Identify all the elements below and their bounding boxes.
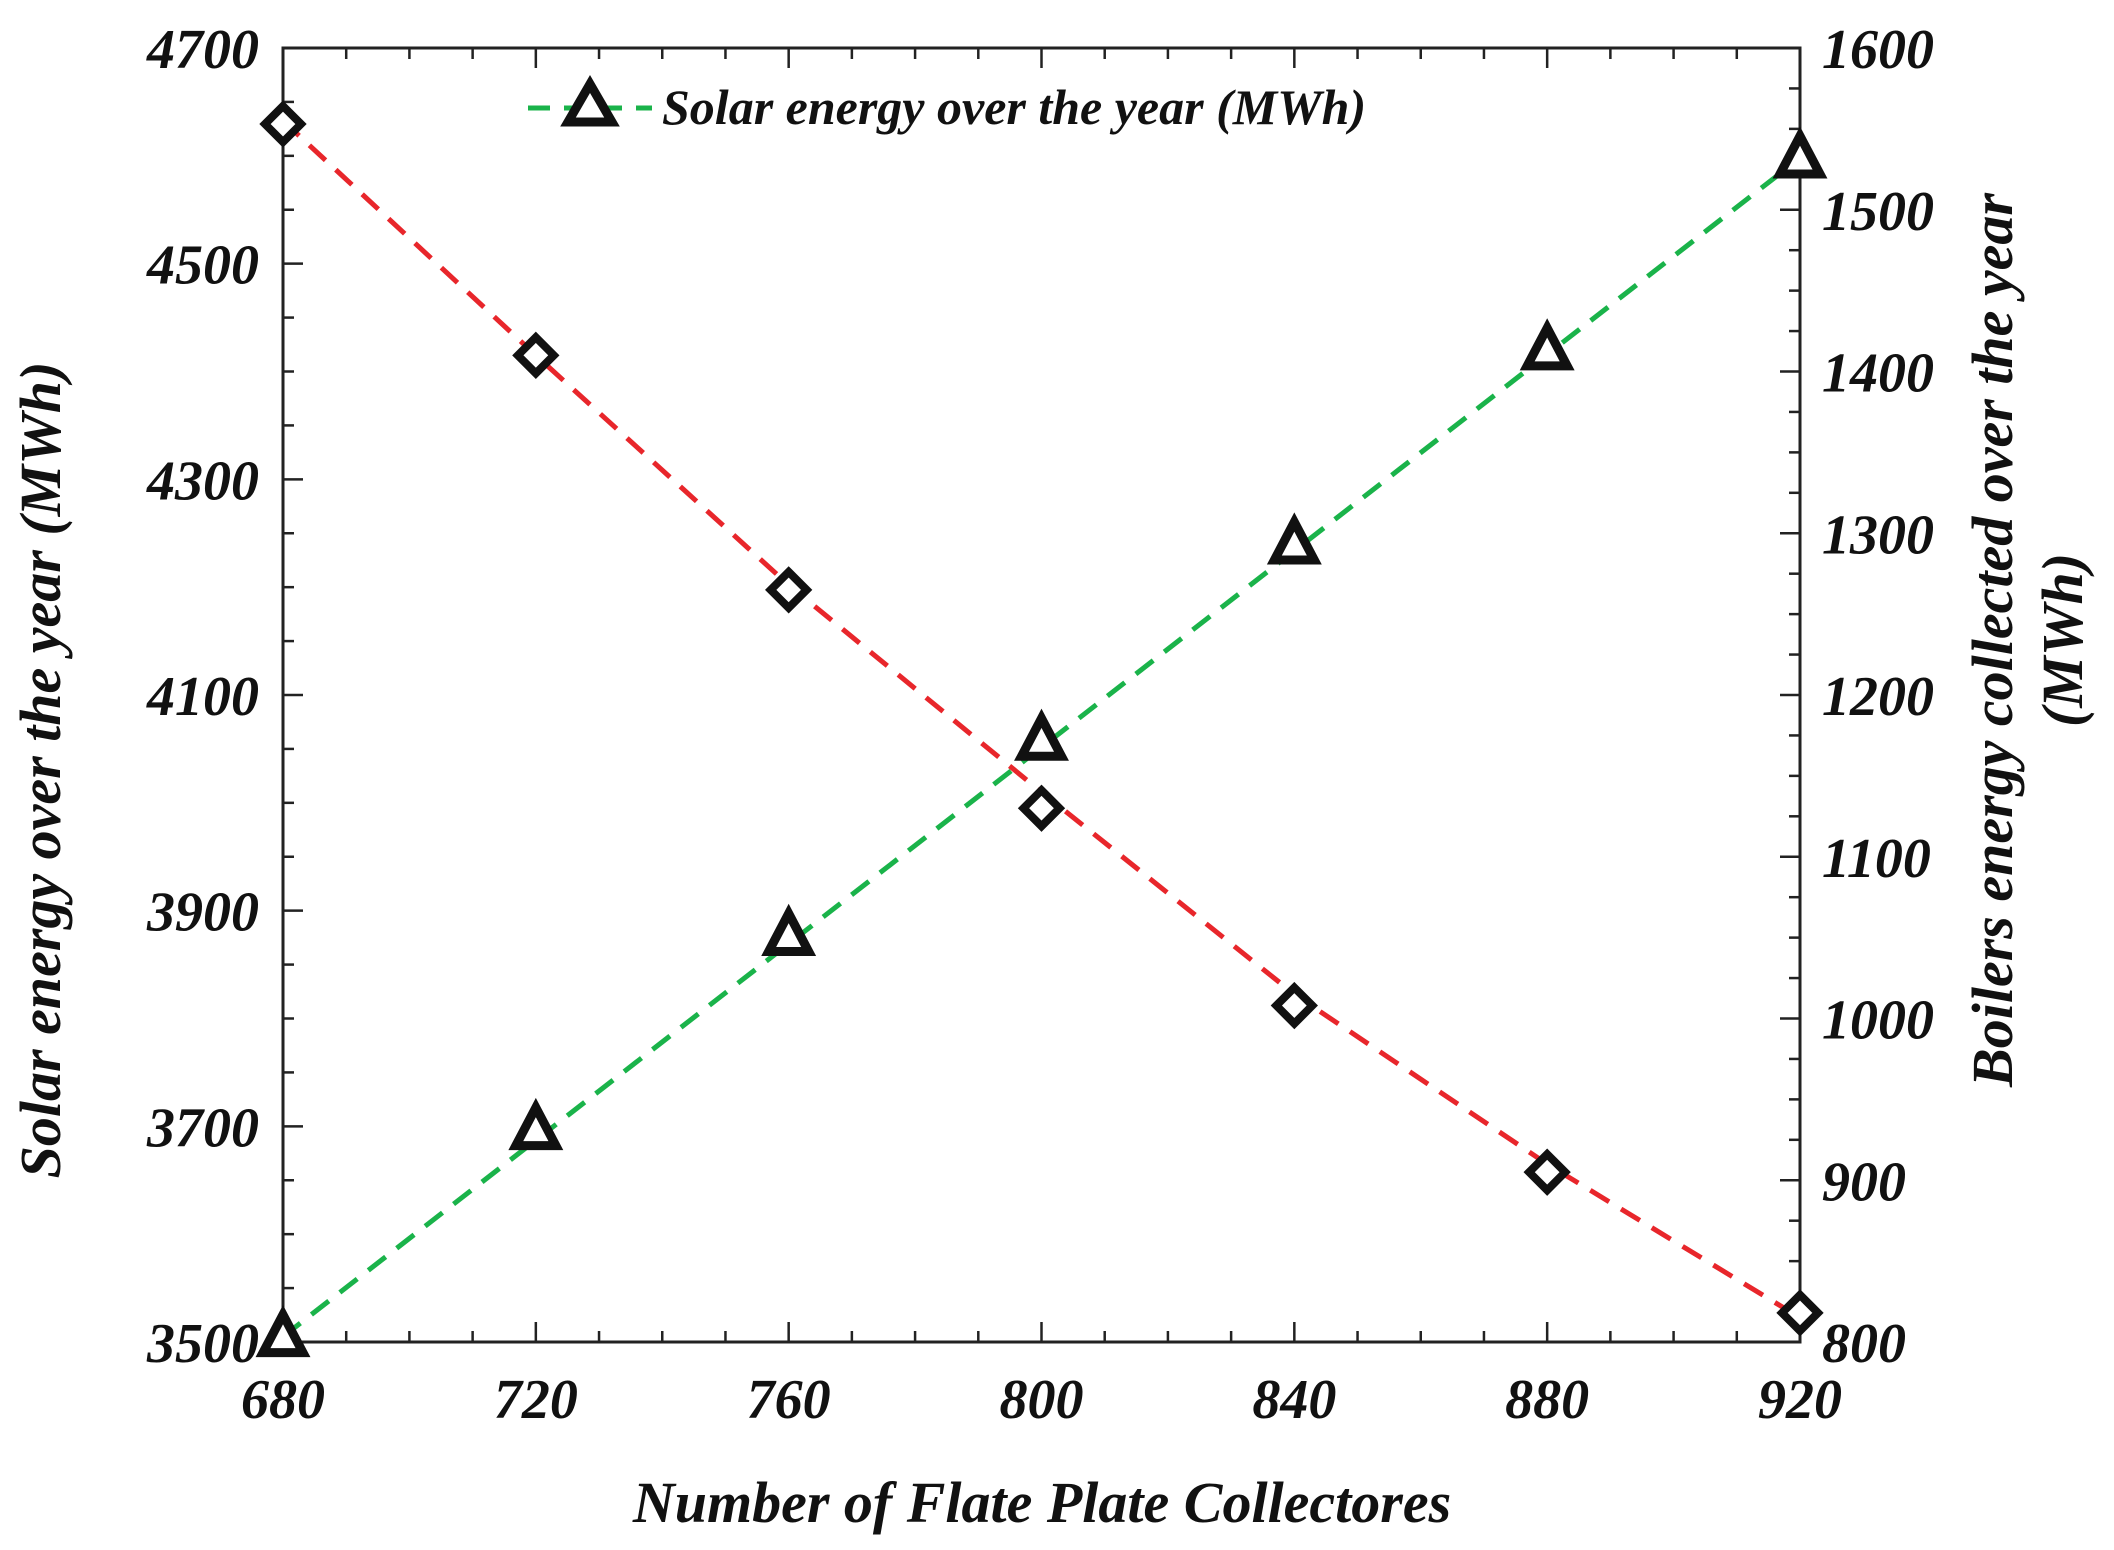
y2-tick-label: 1600	[1822, 19, 1934, 81]
x-tick-label: 800	[1000, 1369, 1084, 1431]
x-tick-label: 720	[494, 1369, 578, 1431]
boiler-data-point	[1017, 784, 1066, 832]
boiler-data-point	[512, 331, 560, 379]
y2-tick-label: 1500	[1822, 181, 1934, 243]
x-tick-label: 880	[1505, 1369, 1589, 1431]
y-tick-label: 4300	[146, 450, 259, 512]
y2-tick-label: 1200	[1822, 666, 1934, 728]
y2-tick-label: 900	[1822, 1151, 1906, 1213]
boiler-data-point	[1523, 1148, 1571, 1196]
y2-tick-label: 800	[1822, 1313, 1906, 1375]
y-axis-title: Solar energy over the year (MWh)	[8, 362, 73, 1179]
boiler-data-point	[1270, 981, 1318, 1030]
y2-axis-title-line-1: Boilers energy collected over the year	[1960, 193, 2025, 1088]
x-tick-label: 840	[1252, 1369, 1336, 1431]
y-tick-label: 3900	[146, 882, 259, 944]
x-axis-title: Number of Flate Plate Collectores	[632, 1470, 1451, 1535]
legend-label: Solar energy over the year (MWh)	[662, 79, 1366, 135]
boiler-data-point	[1776, 1289, 1824, 1337]
tick-labels: 680 720 760 800 840 880 920 3500 3700 3900 4100 430…	[146, 19, 1934, 1431]
y-tick-label: 3500	[146, 1313, 259, 1375]
series-layer	[255, 100, 1828, 1358]
boiler-data-point	[765, 566, 813, 614]
legend: Solar energy over the year (MWh)	[528, 75, 1366, 135]
solar-data-point	[1772, 126, 1828, 179]
x-tick-label: 920	[1758, 1369, 1842, 1431]
solar-data-point	[1519, 318, 1575, 371]
y-tick-label: 4100	[146, 666, 259, 728]
legend-triangle-marker	[560, 75, 620, 127]
y-tick-label: 4500	[146, 235, 259, 297]
solar-data-point	[1014, 708, 1069, 761]
solar-data-point	[1266, 512, 1322, 565]
solar-data-point	[761, 903, 817, 956]
y-tick-label: 4700	[146, 19, 259, 81]
y2-tick-label: 1300	[1822, 504, 1934, 566]
y2-axis-title-line-2: (MWh)	[2030, 553, 2095, 727]
axis-ticks	[281, 46, 1802, 1344]
x-tick-label: 760	[747, 1369, 831, 1431]
y-tick-label: 3700	[146, 1097, 259, 1159]
boiler-data-point	[259, 100, 307, 148]
y2-tick-label: 1000	[1822, 990, 1934, 1052]
solar-data-point	[508, 1097, 564, 1151]
y2-tick-label: 1400	[1822, 343, 1934, 405]
solar-data-point	[255, 1304, 311, 1358]
x-tick-label: 680	[241, 1369, 325, 1431]
y2-tick-label: 1100	[1822, 828, 1931, 890]
